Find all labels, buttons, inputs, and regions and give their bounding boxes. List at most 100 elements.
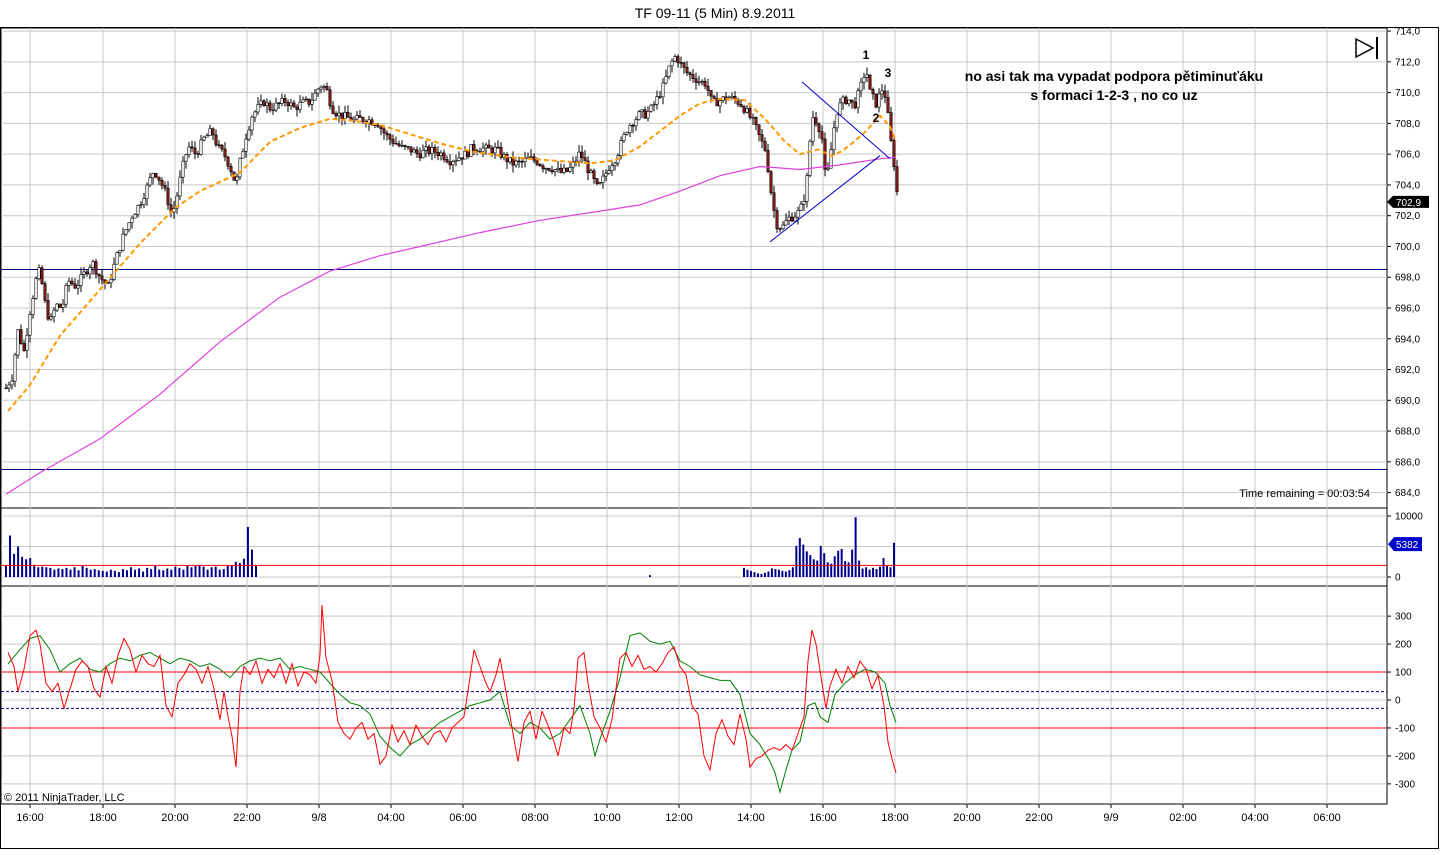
candle-body (532, 156, 536, 161)
candle-body (382, 128, 386, 134)
x-tick-label: 20:00 (161, 812, 189, 824)
candle-body (841, 96, 845, 104)
candle-body (307, 98, 311, 105)
candle-body (46, 300, 50, 320)
price-tick-label: 692,0 (1395, 365, 1420, 376)
price-tick-label: 710,0 (1395, 88, 1420, 99)
candle-body (241, 151, 245, 159)
candle-body (703, 80, 707, 87)
candle-body (817, 123, 821, 132)
candle-body (655, 96, 659, 105)
candle-body (523, 157, 527, 162)
candle-body (97, 273, 101, 277)
candle-body (34, 278, 38, 299)
candle-body (121, 233, 125, 251)
candle-body (673, 56, 677, 62)
candle-body (328, 89, 332, 107)
candle-body (571, 161, 575, 168)
candle-body (583, 157, 587, 162)
candle-body (895, 166, 899, 193)
volume-bar (158, 569, 161, 577)
candle-body (868, 74, 872, 90)
candle-body (220, 144, 224, 150)
x-tick-label: 08:00 (521, 812, 549, 824)
volume-tick-label: 10000 (1395, 512, 1423, 523)
candle-body (292, 102, 296, 108)
volume-bar (101, 570, 104, 577)
price-tick-label: 702,0 (1395, 211, 1420, 222)
x-tick-label: 12:00 (665, 812, 693, 824)
candle-body (235, 176, 239, 181)
candle-body (298, 101, 302, 110)
volume-bar (134, 569, 137, 577)
cci-tick-label: -200 (1395, 751, 1415, 762)
candle-body (106, 282, 110, 284)
volume-bar (85, 567, 88, 577)
candle-body (208, 128, 212, 136)
last-volume-label: 5382 (1396, 540, 1419, 551)
candle-body (388, 134, 392, 140)
trendlines[interactable]: 1 2 3 (769, 48, 892, 243)
last-volume-marker (1388, 537, 1422, 552)
volume-bar (162, 570, 165, 577)
candle-body (775, 210, 779, 229)
price-tick-label: 690,0 (1395, 396, 1420, 407)
volume-bar (756, 573, 759, 577)
volume-bar (222, 569, 225, 577)
x-tick-label: 9/9 (1103, 812, 1118, 824)
volume-bar (246, 526, 249, 577)
candle-body (409, 146, 413, 153)
volume-bar (760, 573, 763, 577)
candle-body (766, 150, 770, 172)
pattern-label: 2 (873, 111, 880, 125)
price-tick-label: 704,0 (1395, 180, 1420, 191)
volume-bar (186, 565, 189, 577)
candle-body (451, 161, 455, 166)
x-tick-label: 04:00 (377, 812, 405, 824)
volume-bar (250, 549, 253, 577)
volume-bar (57, 568, 60, 577)
candle-body (640, 109, 644, 113)
price-tick-label: 686,0 (1395, 457, 1420, 468)
candle-body (379, 126, 383, 130)
candle-body (748, 108, 752, 118)
volume-bar (774, 569, 777, 577)
price-tick-label: 714,0 (1395, 27, 1420, 38)
skip-to-end-icon[interactable] (1355, 37, 1378, 59)
candle-body (613, 162, 617, 167)
candle-body (634, 119, 638, 127)
candle-body (631, 125, 635, 127)
candle-body (685, 66, 689, 74)
volume-bar (61, 569, 64, 577)
candle-body (751, 117, 755, 119)
candle-body (484, 144, 488, 149)
candle-body (214, 134, 218, 146)
candle-body (334, 113, 338, 117)
candle-body (805, 175, 809, 202)
volume-bar (97, 570, 100, 577)
candle-body (754, 117, 758, 125)
volume-bar (121, 569, 124, 577)
candle-body (886, 97, 890, 113)
candle-body (508, 157, 512, 163)
volume-bar (105, 571, 108, 577)
candle-body (883, 90, 887, 98)
price-tick-label: 698,0 (1395, 273, 1420, 284)
candle-body (517, 160, 521, 163)
candle-body (376, 125, 380, 128)
candle-body (835, 114, 839, 129)
candle-body (718, 100, 722, 107)
candle-body (130, 217, 134, 224)
candle-body (109, 278, 113, 284)
candle-body (316, 88, 320, 94)
volume-bar (17, 546, 20, 577)
cci-tick-label: -100 (1395, 723, 1415, 734)
candle-body (850, 99, 854, 103)
x-tick-label: 18:00 (881, 812, 909, 824)
cci-panel[interactable] (0, 585, 1388, 805)
x-tick-label: 06:00 (449, 812, 477, 824)
candle-body (295, 106, 299, 110)
volume-bar (9, 535, 12, 577)
candle-body (610, 165, 614, 172)
